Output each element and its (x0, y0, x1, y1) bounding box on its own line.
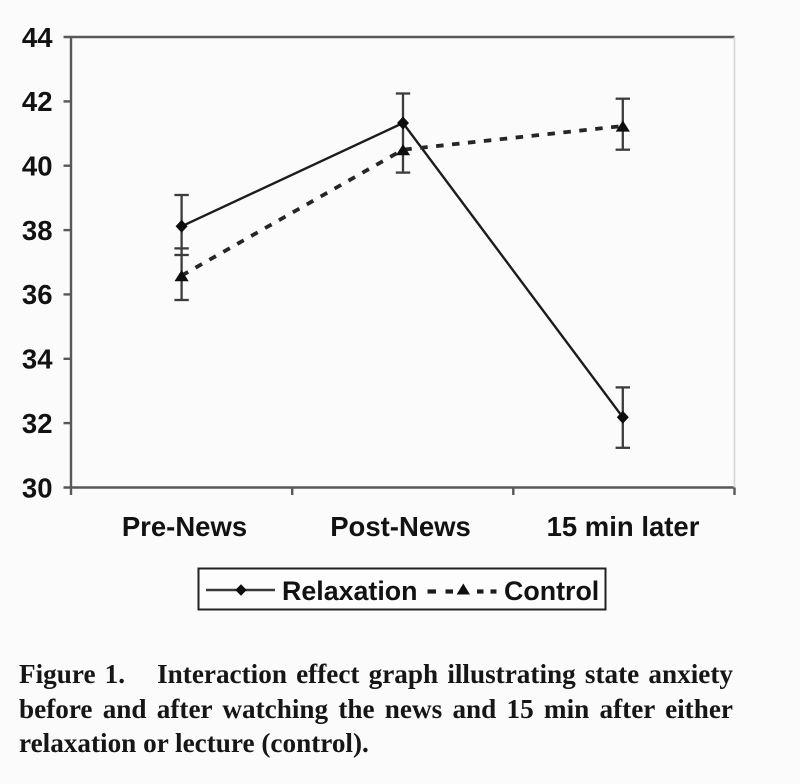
svg-text:40: 40 (22, 151, 53, 182)
svg-text:44: 44 (22, 22, 53, 53)
svg-text:Post-News: Post-News (330, 511, 471, 542)
svg-text:Pre-News: Pre-News (122, 511, 247, 542)
svg-text:32: 32 (22, 408, 53, 439)
svg-text:34: 34 (22, 344, 53, 375)
svg-text:42: 42 (22, 86, 53, 117)
svg-text:30: 30 (22, 472, 53, 503)
svg-text:38: 38 (22, 215, 53, 246)
svg-text:Relaxation: Relaxation (282, 576, 418, 606)
svg-text:15 min later: 15 min later (547, 511, 700, 542)
svg-text:Control: Control (504, 576, 599, 606)
svg-text:36: 36 (22, 279, 53, 310)
